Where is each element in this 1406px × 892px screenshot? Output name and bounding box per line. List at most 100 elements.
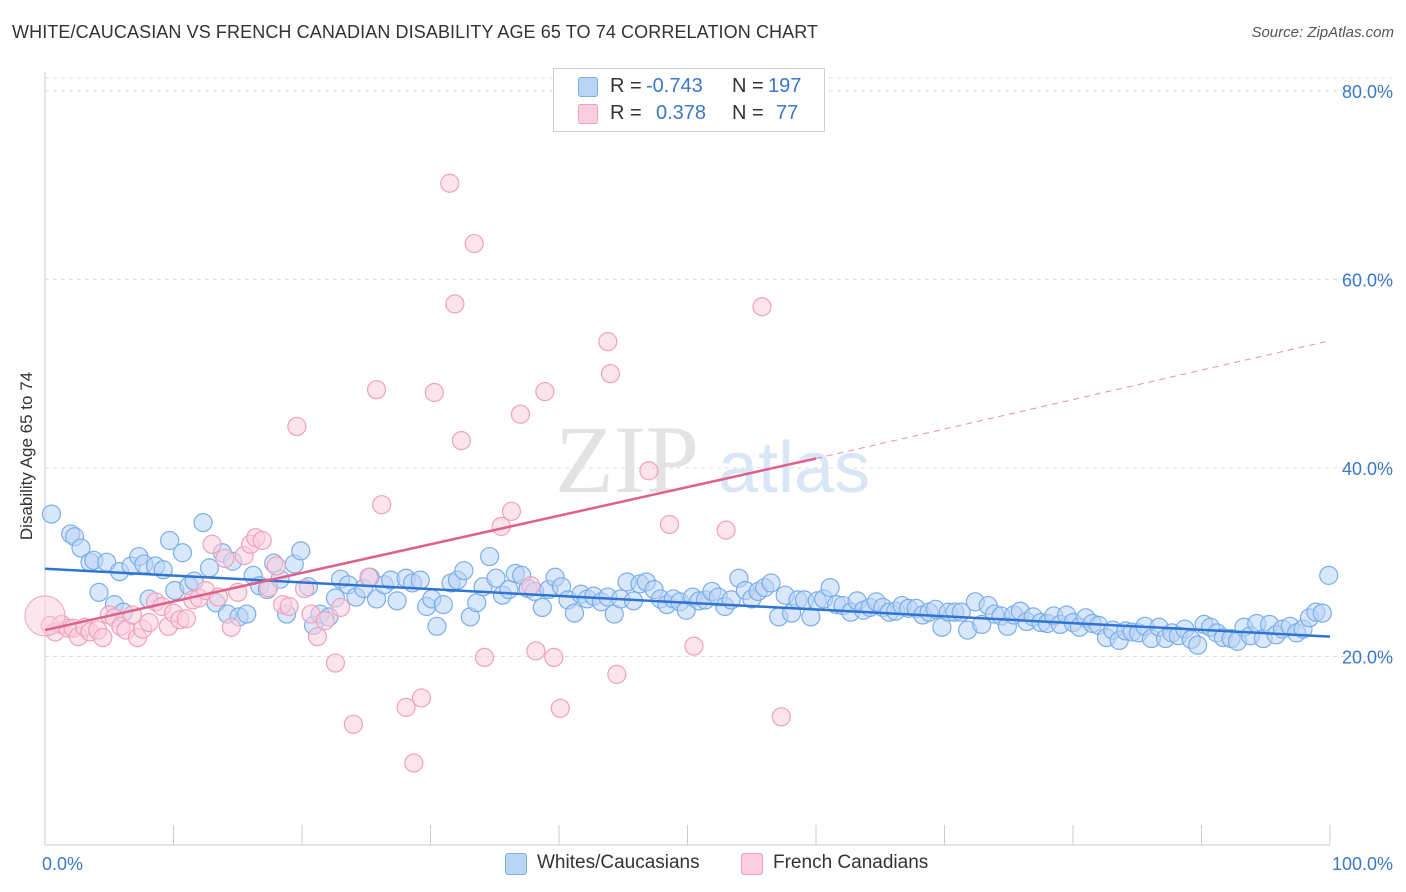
point-french <box>639 461 659 481</box>
point-french <box>202 534 222 554</box>
point-french <box>424 382 444 403</box>
point-whites <box>564 603 585 623</box>
point-whites <box>467 593 487 613</box>
point-whites <box>387 591 407 611</box>
point-french <box>411 688 432 708</box>
point-french <box>501 501 522 521</box>
point-french <box>258 578 279 598</box>
point-french <box>510 404 531 424</box>
point-french <box>445 294 465 314</box>
point-french <box>404 753 424 773</box>
point-french <box>659 514 680 535</box>
point-french <box>325 653 346 673</box>
point-whites <box>454 561 474 581</box>
watermark-atlas: atlas <box>718 428 870 508</box>
point-whites <box>172 543 193 563</box>
point-french <box>550 698 570 718</box>
point-whites <box>410 570 430 590</box>
point-whites <box>1319 565 1339 585</box>
legend-r-value: -0.743 <box>646 75 703 97</box>
point-french <box>716 520 736 540</box>
point-french <box>684 636 704 656</box>
correlation-legend: R = -0.743 N = 197 R = 0.378 N = 77 <box>553 68 825 132</box>
point-french <box>266 556 286 576</box>
point-whites <box>499 579 519 600</box>
legend-r-value: 0.378 <box>656 102 707 124</box>
point-whites <box>1188 635 1208 655</box>
y-tick-label: 80.0% <box>1342 82 1393 102</box>
point-whites <box>972 614 992 635</box>
legend-swatch-whites <box>578 77 598 97</box>
point-french <box>535 381 555 402</box>
point-french <box>215 548 235 569</box>
point-french <box>440 173 460 193</box>
point-french <box>221 617 241 637</box>
point-french <box>451 430 471 451</box>
point-whites <box>291 541 311 561</box>
point-french <box>600 364 621 384</box>
trend-line-french <box>44 457 817 632</box>
bottom-legend-label-french: French Canadians <box>773 852 929 873</box>
point-french <box>279 596 299 617</box>
point-french <box>330 597 351 618</box>
point-french <box>526 641 546 661</box>
point-whites <box>89 582 109 602</box>
chart-title: WHITE/CAUCASIAN VS FRENCH CANADIAN DISAB… <box>12 22 819 42</box>
point-french-large <box>24 595 66 637</box>
point-whites <box>480 546 500 567</box>
bottom-legend-swatch-whites <box>505 853 527 875</box>
point-whites <box>761 573 781 593</box>
bottom-legend-label-whites: Whites/Caucasians <box>537 852 700 873</box>
point-french <box>93 628 113 648</box>
legend-swatch-french <box>578 104 598 124</box>
trend-line-whites <box>44 567 1331 638</box>
x-tick-label: 0.0% <box>42 854 83 874</box>
point-french <box>396 697 416 717</box>
y-tick-label: 40.0% <box>1342 459 1393 479</box>
point-whites <box>427 616 447 636</box>
point-french <box>294 578 315 599</box>
y-tick-label: 20.0% <box>1342 647 1393 667</box>
point-whites <box>820 578 840 598</box>
point-whites <box>486 568 506 588</box>
point-whites <box>71 538 91 558</box>
legend-r-label: R = <box>610 75 642 97</box>
bottom-legend-swatch-french <box>741 853 763 875</box>
point-french <box>771 707 791 727</box>
point-french <box>598 332 618 352</box>
point-french <box>464 233 484 254</box>
point-french <box>521 576 541 596</box>
y-axis-label: Disability Age 65 to 74 <box>17 372 36 540</box>
point-french <box>372 495 392 515</box>
point-whites <box>160 530 180 551</box>
legend-n-value: 77 <box>776 102 799 124</box>
point-whites <box>41 504 62 524</box>
legend-n-label: N = <box>732 102 764 124</box>
point-whites <box>199 558 220 578</box>
point-whites <box>193 513 213 533</box>
point-french <box>307 627 328 647</box>
point-french <box>343 714 363 734</box>
axes <box>44 72 1331 846</box>
legend-n-value: 197 <box>768 75 802 97</box>
point-french <box>474 647 495 668</box>
point-french <box>287 416 307 437</box>
point-french <box>315 611 335 631</box>
legend-r-label: R = <box>610 102 642 124</box>
trend-lines <box>44 340 1331 638</box>
point-french <box>366 380 387 400</box>
x-tick-label: 100.0% <box>1332 854 1393 874</box>
legend-n-label: N = <box>732 75 764 97</box>
point-whites <box>532 597 552 618</box>
point-french <box>544 647 564 668</box>
point-french <box>176 609 196 629</box>
point-french <box>252 530 272 551</box>
point-french <box>359 567 379 587</box>
source-label: Source: ZipAtlas.com <box>1251 24 1394 41</box>
watermark-zip: ZIP <box>555 406 699 513</box>
point-french <box>139 612 159 633</box>
point-french <box>607 664 627 684</box>
point-whites <box>237 604 257 624</box>
trend-line-french-extension <box>815 340 1331 459</box>
